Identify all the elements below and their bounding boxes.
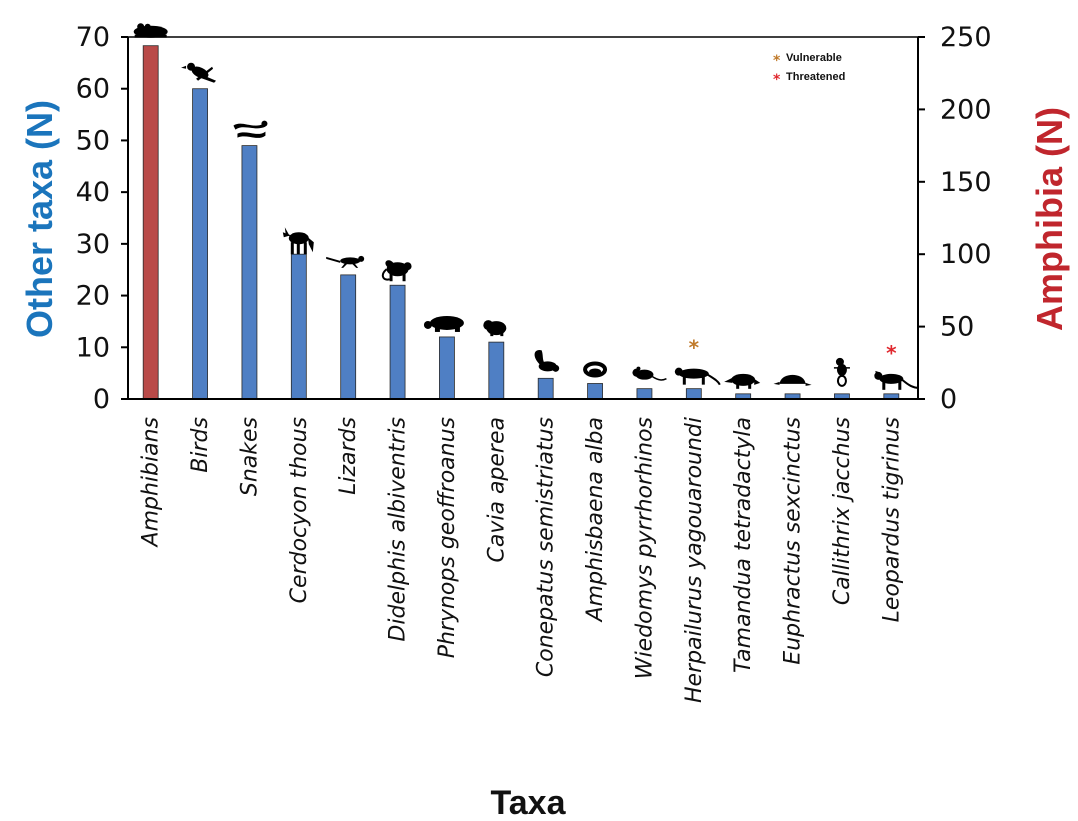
y-tick-label-right: 0 bbox=[940, 384, 957, 415]
amphisbaena-silhouette-icon bbox=[583, 361, 608, 378]
bar bbox=[439, 336, 455, 400]
rodent-silhouette-icon bbox=[632, 366, 667, 381]
x-tick-label: Callithrix jacchus bbox=[830, 417, 855, 605]
opossum-silhouette-icon bbox=[381, 260, 412, 282]
y-tick-label-right: 250 bbox=[940, 22, 992, 53]
bar bbox=[241, 145, 258, 400]
x-tick-label: Cerdocyon thous bbox=[287, 417, 312, 603]
x-tick-label: Leopardus tigrinus bbox=[879, 417, 904, 622]
y-tick-label-right: 100 bbox=[940, 239, 992, 270]
x-tick-label: Tamandua tetradactyla bbox=[731, 417, 756, 673]
y-tick-label-left: 60 bbox=[76, 74, 110, 105]
marmoset-silhouette-icon bbox=[833, 357, 850, 387]
legend-star-vulnerable: * bbox=[773, 53, 781, 69]
bar bbox=[537, 377, 554, 400]
legend-star-threatened: * bbox=[773, 72, 781, 88]
y-axis-title-right: Amphibia (N) bbox=[1029, 107, 1070, 331]
bird-silhouette-icon bbox=[181, 62, 217, 83]
y-tick-label-left: 10 bbox=[76, 332, 110, 363]
y-tick-label-right: 150 bbox=[940, 167, 992, 198]
animal-icons bbox=[133, 23, 919, 390]
bars bbox=[142, 45, 900, 400]
bar bbox=[389, 284, 406, 400]
x-tick-label: Didelphis albiventris bbox=[386, 417, 411, 642]
bar bbox=[636, 388, 653, 400]
bar bbox=[192, 88, 208, 400]
y-tick-label-left: 30 bbox=[76, 229, 110, 260]
x-axis-title: Taxa bbox=[491, 784, 567, 821]
snake-silhouette-icon bbox=[233, 120, 268, 138]
x-tick-label: Cavia aperea bbox=[484, 417, 509, 563]
x-tick-label: Lizards bbox=[336, 417, 361, 495]
jaguarundi-silhouette-icon bbox=[674, 367, 721, 386]
x-tick-label: Wiedomys pyrrhorhinos bbox=[632, 417, 657, 679]
legend: * Vulnerable * Threatened bbox=[773, 52, 845, 88]
x-tick-label: Conepatus semistriatus bbox=[534, 417, 559, 677]
status-marker: * bbox=[886, 341, 897, 365]
fox-silhouette-icon bbox=[282, 227, 314, 255]
bar bbox=[685, 388, 702, 400]
bar bbox=[290, 253, 307, 400]
bar bbox=[142, 45, 159, 400]
status-marker: * bbox=[689, 336, 700, 360]
lizard-silhouette-icon bbox=[326, 255, 365, 268]
x-tick-label: Snakes bbox=[237, 417, 262, 496]
anteater-silhouette-icon bbox=[724, 373, 761, 389]
tiger-cat-silhouette-icon bbox=[874, 370, 919, 390]
y-tick-label-left: 50 bbox=[76, 125, 110, 156]
turtle-silhouette-icon bbox=[423, 315, 464, 332]
y-tick-label-left: 0 bbox=[93, 384, 110, 415]
x-tick-label: Birds bbox=[188, 417, 213, 473]
y-axis-title-left: Other taxa (N) bbox=[19, 100, 60, 338]
frog-silhouette-icon bbox=[133, 23, 168, 38]
y-tick-label-right: 200 bbox=[940, 94, 992, 125]
y-tick-label-left: 20 bbox=[76, 281, 110, 312]
y-tick-label-left: 70 bbox=[76, 22, 110, 53]
bar bbox=[488, 341, 505, 400]
x-tick-label: Herpailurus yagouaroundi bbox=[682, 417, 707, 703]
legend-label-vulnerable: Vulnerable bbox=[786, 52, 842, 64]
x-tick-label: Amphibians bbox=[139, 417, 164, 548]
x-tick-label: Euphractus sexcinctus bbox=[781, 417, 806, 665]
legend-label-threatened: Threatened bbox=[786, 71, 845, 83]
bar bbox=[587, 383, 603, 400]
armadillo-silhouette-icon bbox=[773, 374, 812, 386]
x-tick-label: Amphisbaena alba bbox=[583, 417, 608, 623]
x-tick-label: Phrynops geoffroanus bbox=[435, 417, 460, 658]
skunk-silhouette-icon bbox=[534, 350, 560, 372]
y-tick-label-left: 40 bbox=[76, 177, 110, 208]
bar bbox=[340, 274, 357, 400]
guinea-pig-silhouette-icon bbox=[483, 320, 507, 337]
y-tick-label-right: 50 bbox=[940, 312, 974, 343]
